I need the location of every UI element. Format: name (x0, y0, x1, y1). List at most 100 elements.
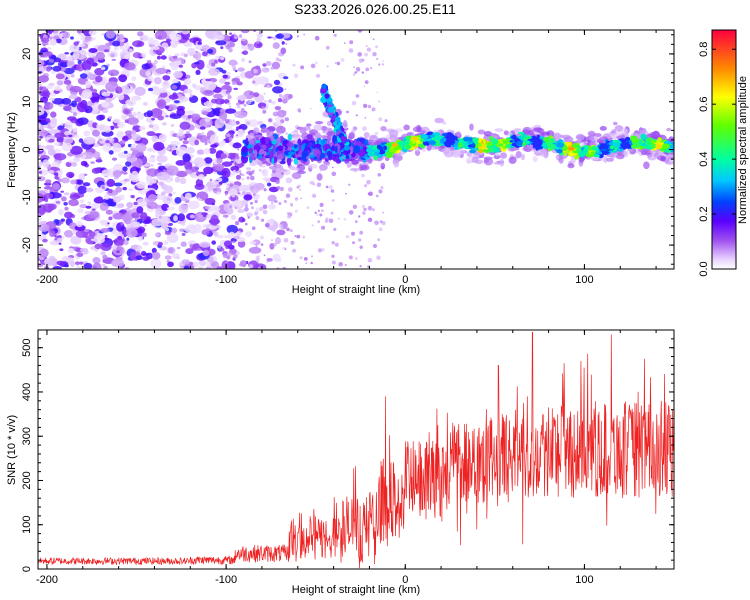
spectrogram-noise-cell (69, 85, 82, 93)
spectrogram-signal-cell (491, 140, 498, 146)
spectrogram-noise-cell (50, 111, 57, 118)
snr-xtick-label: 100 (575, 574, 593, 586)
spectrogram-noise-cell (112, 118, 121, 124)
spectrogram-speckle-cell (268, 118, 272, 123)
spectrogram-noise-cell (167, 246, 176, 255)
spectrogram-signal-cell (591, 145, 597, 151)
spectrogram-noise-cell (137, 31, 144, 37)
spectrogram-noise-cell (140, 250, 147, 257)
spectrogram-noise-cell (63, 137, 74, 144)
spectrogram-noise-cell (243, 186, 249, 191)
spectrogram-noise-cell (209, 134, 219, 145)
spectrogram-noise-cell (45, 137, 50, 140)
spectrogram-noise-cell (237, 94, 247, 101)
spectrogram-speckle-cell (374, 131, 379, 136)
spectrogram-xtick-label: 100 (575, 274, 593, 286)
spectrogram-noise-cell (158, 165, 166, 171)
spectrogram-noise-cell (185, 110, 195, 116)
spectrogram-noise-cell (185, 131, 190, 134)
spectrogram-speckle-cell (266, 261, 269, 264)
spectrogram-noise-cell (242, 40, 248, 44)
spectrogram-noise-cell (103, 49, 110, 53)
spectrogram-noise-cell (230, 165, 240, 172)
spectrogram-speckle-cell (263, 92, 266, 95)
spectrogram-halo-cell (639, 129, 646, 134)
spectrogram-noise-cell (243, 194, 253, 201)
spectrogram-noise-cell (48, 138, 55, 143)
spectrogram-noise-cell (150, 258, 162, 269)
spectrogram-speckle-cell (352, 241, 355, 245)
spectrogram-halo-cell (253, 127, 260, 135)
spectrogram-noise-cell (175, 255, 181, 260)
spectrogram-noise-cell (159, 91, 168, 98)
spectrogram-noise-cell (248, 119, 259, 128)
spectrogram-noise-cell (126, 237, 130, 241)
spectrogram-speckle-cell (287, 215, 291, 219)
spectrogram-signal-cell (403, 143, 412, 150)
spectrogram-signal-cell (590, 151, 596, 154)
spectrogram-noise-cell (146, 60, 152, 64)
spectrogram-noise-cell (42, 159, 50, 168)
spectrogram-speckle-cell (376, 91, 379, 94)
spectrogram-speckle-cell (359, 230, 364, 235)
spectrogram-speckle-cell (310, 107, 312, 110)
spectrogram-noise-cell (154, 30, 167, 40)
spectrogram-noise-cell (203, 81, 216, 92)
spectrogram-ridge-cell (321, 98, 327, 104)
spectrogram-ridge-cell (335, 116, 341, 122)
spectrogram-speckle-cell (225, 186, 229, 189)
spectrogram-halo-cell (290, 130, 299, 135)
spectrogram-transition-cell (270, 135, 275, 142)
spectrogram-transition-cell (326, 135, 331, 143)
spectrogram-speckle-cell (351, 129, 356, 134)
spectrogram-speckle-cell (378, 63, 381, 66)
spectrogram-speckle-cell (228, 122, 232, 125)
spectrogram-noise-cell (125, 227, 138, 238)
spectrogram-noise-cell (240, 30, 250, 34)
spectrogram-transition-cell (279, 160, 286, 165)
spectrogram-noise-cell (226, 252, 232, 257)
spectrogram-noise-cell (49, 38, 57, 46)
spectrogram-transition-cell (334, 145, 338, 153)
spectrogram-speckle-cell (346, 110, 349, 114)
spectrogram-xtick-label: -200 (36, 274, 58, 286)
spectrogram-noise-cell (166, 104, 178, 111)
spectrogram-speckle-cell (384, 119, 388, 123)
spectrogram-transition-cell (308, 140, 315, 144)
spectrogram-noise-cell (235, 102, 240, 106)
spectrogram-noise-cell (164, 255, 172, 260)
spectrogram-speckle-cell (310, 63, 316, 69)
spectrogram-noise-cell (151, 46, 160, 50)
spectrogram-noise-cell (237, 208, 245, 214)
spectrogram-noise-cell (96, 124, 100, 128)
spectrogram-transition-cell (277, 145, 284, 152)
spectrogram-noise-cell (148, 87, 154, 92)
spectrogram-noise-cell (102, 142, 112, 152)
spectrogram-noise-cell (47, 128, 58, 135)
spectrogram-noise-cell (39, 169, 48, 176)
spectrogram-noise-cell (135, 143, 147, 153)
spectrogram-noise-cell (160, 191, 166, 196)
spectrogram-noise-cell (200, 96, 208, 103)
spectrogram-speckle-cell (244, 203, 249, 208)
spectrogram-noise-cell (221, 161, 233, 167)
spectrogram-noise-cell (203, 100, 212, 107)
spectrogram-noise-cell (87, 201, 92, 205)
colorbar-ticks: 0.00.20.40.60.8 (698, 42, 736, 277)
spectrogram-noise-cell (211, 180, 219, 186)
spectrogram-speckle-cell (344, 263, 347, 267)
spectrogram-signal-cell (373, 155, 378, 161)
spectrogram-speckle-cell (229, 183, 234, 187)
colorbar-tick-label: 0.2 (698, 206, 710, 221)
spectrogram-noise-cell (76, 179, 84, 185)
spectrogram-noise-cell (38, 170, 43, 174)
spectrogram-speckle-cell (358, 215, 361, 218)
spectrogram-noise-cell (116, 246, 123, 251)
spectrogram-speckle-cell (285, 193, 291, 198)
spectrogram-speckle-cell (285, 117, 289, 122)
spectrogram-noise-cell (42, 238, 48, 243)
spectrogram-noise-cell (112, 142, 122, 153)
spectrogram-noise-cell (136, 181, 147, 189)
spectrogram-noise-cell (123, 150, 128, 154)
spectrogram-halo-cell (494, 128, 504, 133)
